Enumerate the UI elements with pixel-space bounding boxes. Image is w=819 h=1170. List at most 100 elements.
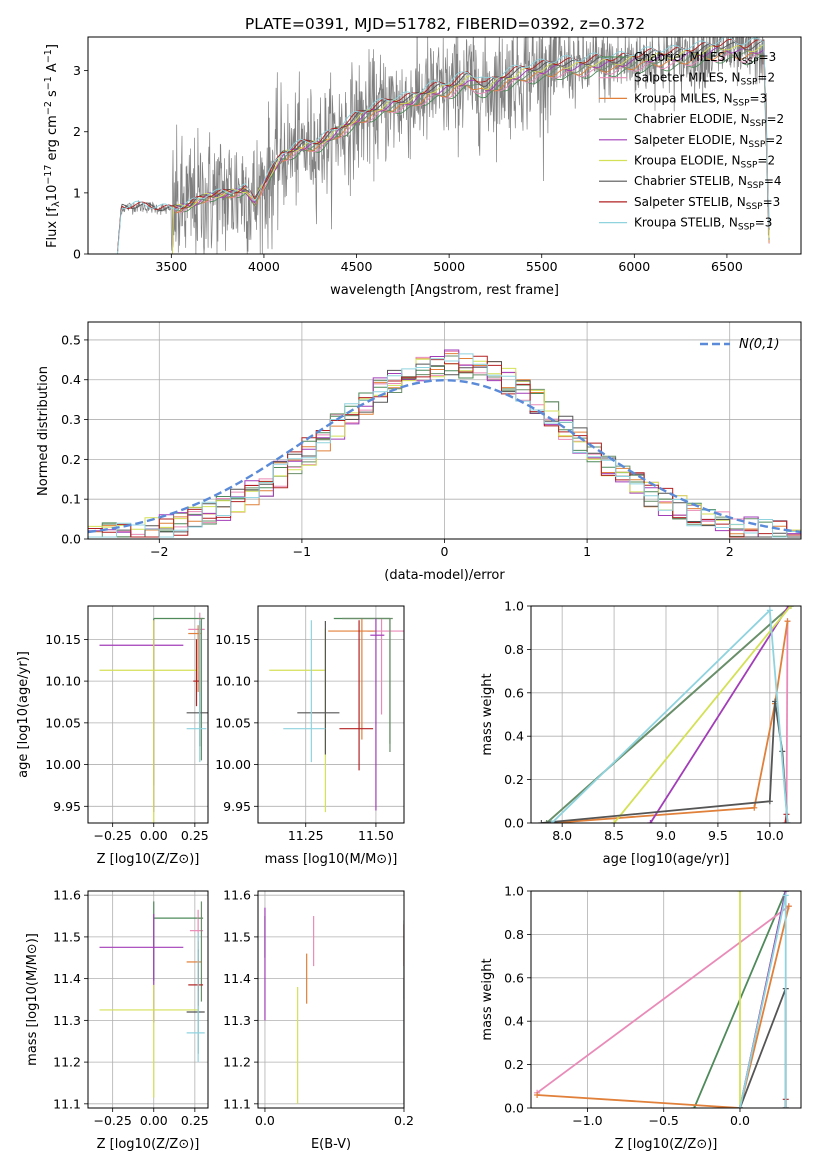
errorbar-point bbox=[198, 617, 205, 761]
y-tick-label: 11.2 bbox=[223, 1055, 251, 1070]
mass-weight-line bbox=[649, 606, 790, 823]
legend-label: Kroupa MILES, NSSP=3 bbox=[634, 91, 767, 108]
legend-label-main: Chabrier STELIB, N bbox=[634, 174, 747, 188]
mass-weight-marker bbox=[736, 1105, 743, 1108]
axes-frame: 3500 4000 4500 5000 5500 6000 6500 0 1 2 3 waveleng… bbox=[43, 36, 802, 298]
sup: −1 bbox=[43, 76, 54, 90]
text: ] bbox=[45, 44, 60, 49]
errorbar-point bbox=[186, 620, 207, 763]
legend-label: N(0,1) bbox=[739, 337, 780, 352]
plot-area bbox=[538, 606, 794, 823]
y-tick-label: 10.05 bbox=[215, 715, 251, 730]
errorbar-point bbox=[186, 932, 205, 1063]
y-tick-label: 0.2 bbox=[504, 1057, 524, 1072]
axes-border bbox=[87, 36, 802, 255]
y-tick-label: 0.0 bbox=[504, 1101, 524, 1116]
spectrum-model-line bbox=[171, 55, 770, 254]
legend-label-tail: =2 bbox=[757, 154, 775, 168]
errorbar-point bbox=[153, 901, 204, 981]
errorbar-point bbox=[342, 617, 393, 753]
y-tick-label: 0.6 bbox=[504, 685, 524, 700]
axes-border bbox=[257, 605, 405, 824]
legend-label-tail: =4 bbox=[764, 174, 782, 188]
panel-mass-vs-ebv: 0.0 0.2 11.1 11.2 11.3 11.4 11.5 11.6 E(B-V) bbox=[223, 888, 414, 1152]
x-tick-label: 10.0 bbox=[756, 828, 784, 843]
axes-frame: −2 −1 0 1 2 0.0 0.1 0.2 0.3 0.4 0.5 (data-model)/er… bbox=[36, 321, 802, 583]
errorbar-point bbox=[153, 617, 204, 786]
errorbar-point bbox=[269, 628, 326, 813]
x-tick-label: 9.5 bbox=[708, 828, 728, 843]
plot-area bbox=[269, 617, 404, 813]
x-tick-label: 6500 bbox=[711, 259, 743, 274]
mass-weight-line bbox=[546, 606, 792, 823]
panel-mass-vs-Z: −0.25 0.00 0.25 11.1 11.2 11.3 11.4 11.5 11.6 Z [… bbox=[25, 888, 209, 1152]
mass-weight-line bbox=[551, 621, 789, 823]
mass-weight-marker bbox=[782, 892, 789, 899]
axes-frame: −1.0 −0.5 0.0 0.0 0.2 0.4 0.6 0.8 1.0 Z [log10(Z/… bbox=[480, 884, 802, 1152]
y-tick-label: 0.2 bbox=[504, 772, 524, 787]
y-tick-label: 10.15 bbox=[45, 632, 81, 647]
y-axis-label: mass [log10(M/M⊙)] bbox=[25, 933, 40, 1066]
y-tick-label: 0.5 bbox=[61, 332, 81, 347]
x-tick-label: 9.0 bbox=[656, 828, 676, 843]
x-tick-label: 0.2 bbox=[394, 1113, 414, 1128]
x-tick-label: 0.25 bbox=[181, 1113, 209, 1128]
legend-label-sub: SSP bbox=[733, 98, 750, 108]
legend-label-tail: =3 bbox=[763, 195, 781, 209]
legend-label-tail: =2 bbox=[766, 112, 784, 126]
errorbar-point bbox=[193, 639, 200, 707]
y-tick-label: 11.6 bbox=[223, 888, 251, 903]
plot-area bbox=[88, 349, 801, 538]
plot-area bbox=[99, 612, 208, 823]
x-axis-label: Z [log10(Z/Z⊙)] bbox=[97, 852, 200, 867]
y-tick-label: 0.8 bbox=[504, 927, 524, 942]
x-axis-label: E(B-V) bbox=[311, 1137, 351, 1152]
legend-label-tail: =3 bbox=[759, 50, 777, 64]
y-tick-label: 10.05 bbox=[45, 715, 81, 730]
y-tick-label: 0.0 bbox=[61, 532, 81, 547]
errorbar-point bbox=[186, 941, 202, 992]
y-tick-label: 2 bbox=[73, 124, 81, 139]
sub: λ bbox=[51, 201, 62, 207]
y-axis-label: Normed distribution bbox=[36, 366, 51, 496]
x-tick-label: 5000 bbox=[433, 259, 465, 274]
y-tick-label: 11.4 bbox=[53, 971, 81, 986]
mass-weight-marker bbox=[548, 820, 555, 823]
gaussian-curve bbox=[88, 378, 801, 534]
y-tick-label: 11.5 bbox=[223, 929, 251, 944]
y-axis-label: Flux [fλ10−17 erg cm−2 s−1 A−1] bbox=[43, 44, 62, 248]
legend-label: Chabrier ELODIE, NSSP=2 bbox=[634, 112, 784, 129]
x-tick-label: −0.25 bbox=[94, 1113, 132, 1128]
mass-weight-line bbox=[537, 905, 790, 1108]
axes-border bbox=[87, 605, 209, 824]
x-tick-label: 0.25 bbox=[181, 828, 209, 843]
x-tick-label: −1.0 bbox=[572, 1113, 602, 1128]
panel-mass-weight-vs-age: 8.0 8.5 9.0 9.5 10.0 0.0 0.2 0.4 0.6 0.8 1.0 age [l… bbox=[480, 599, 802, 867]
plot-area bbox=[534, 891, 792, 1108]
legend-label-main: Salpeter ELODIE, N bbox=[634, 133, 748, 147]
axes-frame: 11.25 11.50 9.95 10.00 10.05 10.10 10.15 mass [… bbox=[215, 605, 405, 867]
legend-label-tail: =2 bbox=[765, 133, 783, 147]
legend-label-main: Kroupa ELODIE, N bbox=[634, 154, 741, 168]
mass-weight-line bbox=[739, 895, 787, 1108]
y-tick-label: 11.3 bbox=[223, 1013, 251, 1028]
y-tick-label: 0.4 bbox=[504, 729, 524, 744]
text: A bbox=[45, 63, 60, 76]
axes-border bbox=[530, 890, 802, 1109]
y-tick-label: 11.3 bbox=[53, 1013, 81, 1028]
panel-residuals: −2 −1 0 1 2 0.0 0.1 0.2 0.3 0.4 0.5 (data-model)/er… bbox=[36, 321, 802, 583]
x-tick-label: 2 bbox=[726, 544, 734, 559]
text: erg cm bbox=[45, 115, 60, 164]
spectrum-data-line bbox=[117, 37, 770, 254]
y-tick-label: 9.95 bbox=[223, 799, 251, 814]
y-tick-label: 0 bbox=[73, 247, 81, 262]
legend-label: Kroupa ELODIE, NSSP=2 bbox=[634, 154, 775, 171]
legend-label-sub: SSP bbox=[746, 202, 763, 212]
mass-weight-marker bbox=[787, 606, 794, 609]
mass-weight-line bbox=[739, 988, 787, 1108]
x-axis-label: (data-model)/error bbox=[384, 568, 505, 583]
mass-weight-marker bbox=[647, 820, 654, 823]
plot-area bbox=[264, 907, 404, 1104]
legend-label-main: Kroupa STELIB, N bbox=[634, 216, 738, 230]
